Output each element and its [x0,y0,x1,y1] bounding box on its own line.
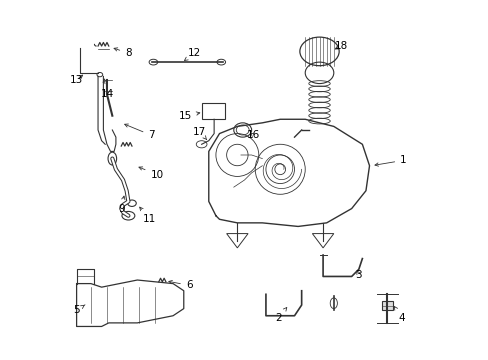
Text: 6: 6 [168,280,192,291]
Text: 2: 2 [275,307,286,323]
Text: 3: 3 [355,270,362,280]
FancyBboxPatch shape [201,103,224,119]
Text: 8: 8 [114,48,131,58]
Polygon shape [77,280,183,327]
Text: 12: 12 [184,48,201,60]
Text: 16: 16 [246,130,260,140]
Text: 15: 15 [179,111,200,121]
FancyBboxPatch shape [381,301,392,310]
Text: 14: 14 [100,79,113,99]
Text: 7: 7 [124,124,155,140]
Polygon shape [208,119,369,226]
Text: 17: 17 [193,127,206,140]
Text: 18: 18 [334,41,347,51]
Text: 9: 9 [118,196,124,213]
Text: 11: 11 [140,207,156,224]
Text: 1: 1 [374,156,406,166]
Text: 13: 13 [70,75,83,85]
Text: 4: 4 [393,306,404,323]
Text: 5: 5 [73,305,85,315]
Text: 10: 10 [139,167,163,180]
